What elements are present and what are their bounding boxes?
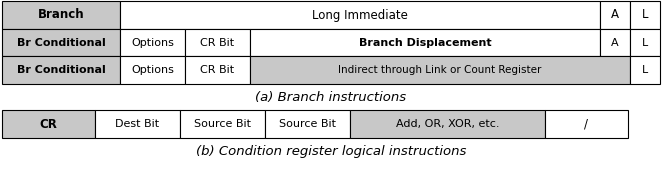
Text: L: L <box>641 9 648 22</box>
Bar <box>545 110 628 138</box>
Bar <box>265 110 350 138</box>
Text: Br Conditional: Br Conditional <box>17 65 105 75</box>
Bar <box>2 1 120 29</box>
Text: Source Bit: Source Bit <box>279 119 336 129</box>
Bar <box>250 29 600 56</box>
Bar <box>120 56 185 84</box>
Text: Dest Bit: Dest Bit <box>115 119 160 129</box>
Bar <box>600 29 630 56</box>
Text: L: L <box>642 37 648 48</box>
Bar <box>180 110 265 138</box>
Text: CR Bit: CR Bit <box>201 37 234 48</box>
Bar <box>250 56 630 84</box>
Bar <box>95 110 180 138</box>
Text: Options: Options <box>131 65 174 75</box>
Bar <box>600 1 630 29</box>
Bar <box>120 1 600 29</box>
Bar <box>2 29 120 56</box>
Text: (a) Branch instructions: (a) Branch instructions <box>256 91 406 104</box>
Bar <box>2 56 120 84</box>
Text: Indirect through Link or Count Register: Indirect through Link or Count Register <box>338 65 542 75</box>
Text: (b) Condition register logical instructions: (b) Condition register logical instructi… <box>196 145 466 158</box>
Bar <box>185 29 250 56</box>
Text: Br Conditional: Br Conditional <box>17 37 105 48</box>
Text: Branch: Branch <box>38 9 84 22</box>
Bar <box>2 110 95 138</box>
Text: Source Bit: Source Bit <box>194 119 251 129</box>
Text: /: / <box>585 117 589 130</box>
Text: Options: Options <box>131 37 174 48</box>
Text: A: A <box>611 9 619 22</box>
Text: A: A <box>611 37 619 48</box>
Bar <box>350 110 545 138</box>
Bar <box>630 1 660 29</box>
Bar <box>630 29 660 56</box>
Text: Long Immediate: Long Immediate <box>312 9 408 22</box>
Text: Add, OR, XOR, etc.: Add, OR, XOR, etc. <box>396 119 499 129</box>
Text: CR: CR <box>40 117 58 130</box>
Text: L: L <box>642 65 648 75</box>
Text: CR Bit: CR Bit <box>201 65 234 75</box>
Bar <box>120 29 185 56</box>
Bar <box>185 56 250 84</box>
Text: Branch Displacement: Branch Displacement <box>359 37 491 48</box>
Bar <box>630 56 660 84</box>
